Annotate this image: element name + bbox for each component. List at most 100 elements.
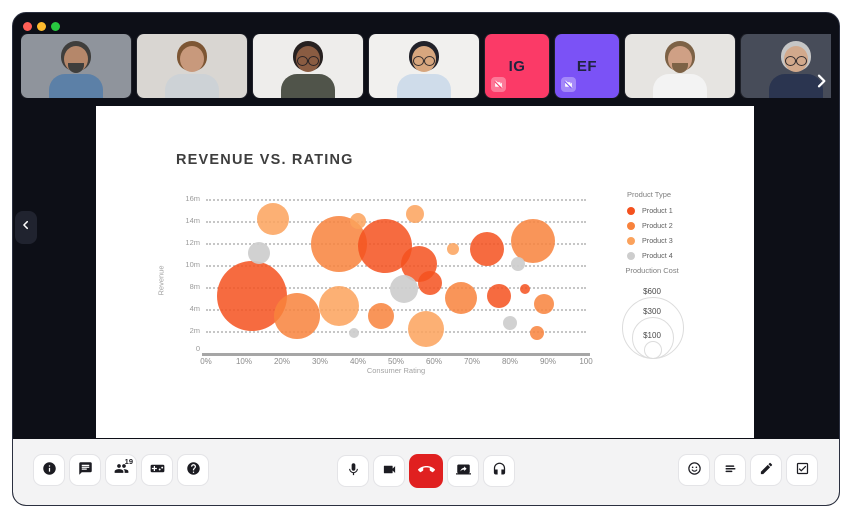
legend-items: Product 1 Product 2 Product 3 Product 4 <box>627 206 673 260</box>
reactions-icon <box>687 461 702 479</box>
y-tick-label: 0 <box>195 344 200 353</box>
participant-tile-video[interactable] <box>369 34 479 98</box>
bubble-product-3 <box>447 242 459 255</box>
size-legend-circles: $600 $300 $100 <box>602 279 702 361</box>
bubble-product-4 <box>503 316 517 331</box>
screenshare-area: REVENUE VS. RATING Revenue Consumer Rati… <box>96 106 754 438</box>
camera-off-icon <box>561 77 576 92</box>
chart-title: REVENUE VS. RATING <box>176 152 354 168</box>
chat-icon <box>78 461 93 479</box>
camera-button[interactable] <box>373 455 405 487</box>
product-type-legend: Product Type Product 1 Product 2 Product 3… <box>627 190 673 266</box>
close-window-button[interactable] <box>23 22 32 31</box>
zoom-window-button[interactable] <box>51 22 60 31</box>
bubble-product-4 <box>349 328 360 339</box>
size-legend-value: $300 <box>643 307 661 316</box>
participant-tile-initials[interactable]: IG <box>485 34 549 98</box>
screenshare-button[interactable] <box>447 455 479 487</box>
x-tick-label: 60% <box>425 357 442 366</box>
hangup-button[interactable] <box>409 454 443 488</box>
x-tick-label: 100 <box>579 357 593 366</box>
headset-icon <box>492 462 507 480</box>
y-tick-label: 2m <box>189 326 200 335</box>
legend-item: Product 2 <box>627 221 673 230</box>
reactions-button[interactable] <box>678 454 710 486</box>
bubble-product-1 <box>520 284 531 295</box>
legend-dot <box>627 251 635 260</box>
x-tick-label: 40% <box>349 357 366 366</box>
info-icon <box>42 461 57 479</box>
size-legend-value: $100 <box>643 331 661 340</box>
y-tick-label: 10m <box>185 260 200 269</box>
bubble-product-3 <box>408 310 445 347</box>
annotate-button[interactable] <box>750 454 782 486</box>
notes-icon <box>723 461 738 479</box>
bubble-product-1 <box>486 283 511 308</box>
bubble-product-1 <box>470 231 505 266</box>
mic-icon <box>346 462 361 480</box>
y-tick-label: 16m <box>185 194 200 203</box>
bubble-product-4 <box>510 256 525 271</box>
gridline <box>206 199 586 201</box>
y-tick-label: 14m <box>185 216 200 225</box>
audio-button[interactable] <box>483 455 515 487</box>
y-tick-label: 8m <box>189 282 200 291</box>
x-tick-label: 70% <box>463 357 480 366</box>
strip-next-button[interactable] <box>809 67 833 97</box>
participant-tile-initials[interactable]: EF <box>555 34 619 98</box>
x-axis-line <box>202 353 590 356</box>
hangup-icon <box>417 461 435 481</box>
legend-dot <box>627 236 635 245</box>
bubble-product-3 <box>406 205 424 224</box>
gridline <box>206 309 586 311</box>
notes-button[interactable] <box>714 454 746 486</box>
size-legend-value: $600 <box>643 287 661 296</box>
toolbar-center-group <box>337 454 515 488</box>
participant-tile-video[interactable] <box>253 34 363 98</box>
previous-panel-button[interactable] <box>15 211 37 244</box>
toolbar-left-group: 19 <box>33 454 209 486</box>
bubble-product-2 <box>510 218 555 263</box>
participant-tile-video[interactable] <box>137 34 247 98</box>
x-tick-label: 0% <box>200 357 212 366</box>
participant-initials: IG <box>508 57 526 75</box>
meeting-window: IG EF REVENUE VS. RATING Revenue Consumer… <box>12 12 840 506</box>
chevron-left-icon <box>21 218 31 237</box>
help-icon <box>186 461 201 479</box>
size-legend-title: Production Cost <box>625 266 679 275</box>
activities-button[interactable] <box>141 454 173 486</box>
help-button[interactable] <box>177 454 209 486</box>
plot-area: 16m 14m 12m 10m 8m 4m 2m 0 0% 10% 20% 30% 40% 50% 60% 7… <box>185 194 592 366</box>
legend-dot <box>627 206 635 215</box>
tasks-icon <box>795 461 810 479</box>
legend-title: Product Type <box>627 190 672 199</box>
toolbar-right-group <box>678 454 818 486</box>
participants-button[interactable]: 19 <box>105 454 137 486</box>
bubble-product-4 <box>389 275 418 304</box>
x-tick-label: 30% <box>311 357 328 366</box>
bubble-product-2 <box>529 326 544 341</box>
mic-button[interactable] <box>337 455 369 487</box>
participant-tile-video[interactable] <box>21 34 131 98</box>
y-tick-label: 4m <box>189 304 200 313</box>
legend-dot <box>627 221 635 230</box>
x-axis-label: Consumer Rating <box>366 366 426 375</box>
legend-label: Product 1 <box>642 206 673 215</box>
participants-strip: IG EF <box>21 34 831 98</box>
bubble-product-3 <box>350 213 366 229</box>
call-toolbar: 19 <box>13 439 839 505</box>
minimize-window-button[interactable] <box>37 22 46 31</box>
participants-count-badge: 19 <box>124 457 133 466</box>
legend-label: Product 4 <box>642 251 673 260</box>
participant-tile-video[interactable] <box>625 34 735 98</box>
chevron-right-icon <box>813 70 829 95</box>
tasks-button[interactable] <box>786 454 818 486</box>
info-button[interactable] <box>33 454 65 486</box>
gridline <box>206 331 586 333</box>
bubble-product-4 <box>248 241 271 264</box>
chat-button[interactable] <box>69 454 101 486</box>
bubble-product-3 <box>256 202 289 235</box>
x-tick-label: 20% <box>273 357 290 366</box>
participants-icon <box>114 461 129 479</box>
participant-tile-video[interactable] <box>741 34 831 98</box>
